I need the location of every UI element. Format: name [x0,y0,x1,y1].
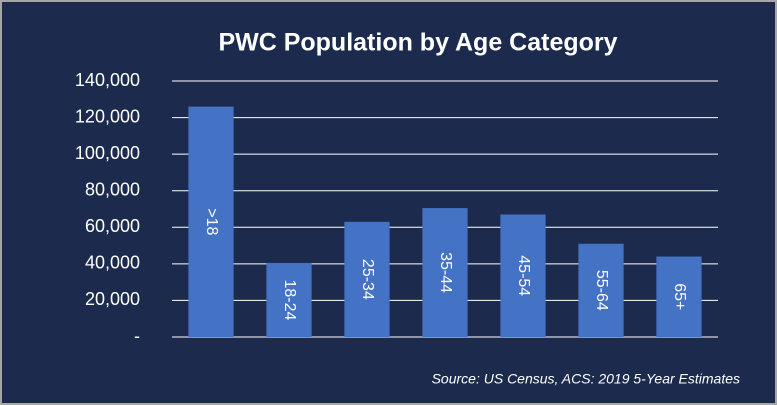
bar [500,214,546,337]
bar [188,106,234,337]
category-label: 45-54 [515,255,532,296]
chart-title: PWC Population by Age Category [218,29,617,57]
y-tick-label: 120,000 [75,106,140,126]
category-label: 55-64 [593,270,610,311]
category-label: 65+ [671,283,688,310]
y-tick-label: 140,000 [75,70,140,90]
y-tick-label: 80,000 [85,179,140,199]
category-label: 25-34 [359,259,376,300]
y-tick-label: 20,000 [85,289,140,309]
bar [266,262,312,337]
category-label: 35-44 [437,252,454,293]
y-tick-label: - [134,326,140,346]
bar [422,208,468,337]
bar [656,256,702,337]
y-tick-label: 60,000 [85,216,140,236]
bar [344,221,390,337]
category-label: >18 [203,208,220,235]
y-tick-label: 100,000 [75,143,140,163]
source-note: Source: US Census, ACS: 2019 5-Year Esti… [432,371,740,387]
y-tick-label: 40,000 [85,253,140,273]
bar [578,243,624,337]
category-label: 18-24 [281,280,298,321]
